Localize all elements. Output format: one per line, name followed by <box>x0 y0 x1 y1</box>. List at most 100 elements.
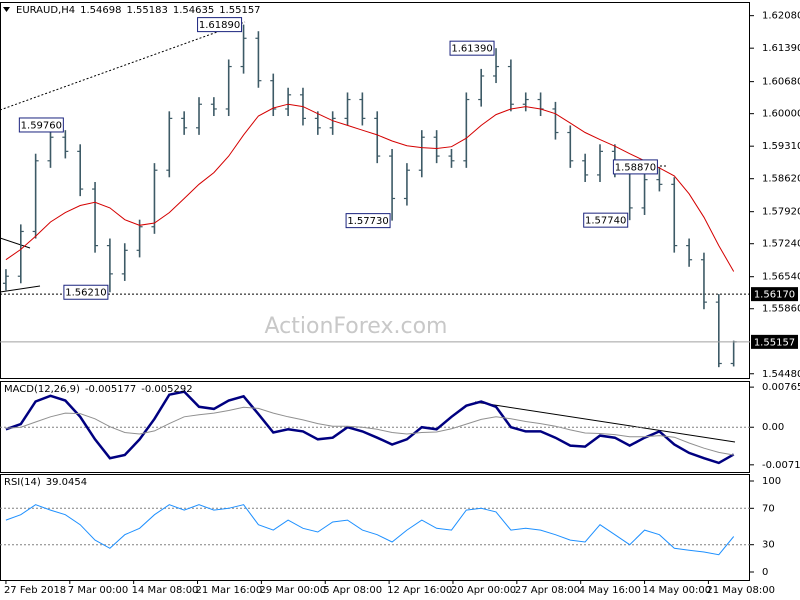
panel-header: RSI(14) 39.0454 <box>4 477 87 488</box>
price-annotation-box <box>449 40 495 56</box>
y-tick-label: 0 <box>762 567 768 578</box>
ohlc-bar <box>448 149 455 168</box>
indicator-name: RSI(14) <box>4 477 41 488</box>
y-tick-label: 1.57240 <box>762 239 800 250</box>
price-annotation-box <box>583 212 629 228</box>
ohlc-bar <box>17 224 24 284</box>
ohlc-bar <box>196 97 203 135</box>
price-annotation: 1.61890 <box>199 20 240 31</box>
x-tick-label: 21 Mar 16:00 <box>196 585 263 596</box>
ohlc-bar <box>270 73 277 117</box>
price-annotation: 1.57740 <box>585 216 626 227</box>
y-tick-label: 1.57920 <box>762 207 800 218</box>
trend-line <box>0 285 41 293</box>
ohlc-bar <box>641 172 648 215</box>
chart-header: EURAUD,H4 1.54698 1.55183 1.54635 1.55157 <box>16 5 261 16</box>
ohlc-bar <box>255 31 262 88</box>
x-tick-label: 7 Mar 00:00 <box>68 585 128 596</box>
indicator-value: -0.005292 <box>141 384 192 395</box>
price-annotation: 1.59760 <box>21 120 62 131</box>
panel-frame <box>0 2 750 379</box>
indicator-value: 39.0454 <box>46 477 87 488</box>
header-close: 1.55157 <box>219 5 260 16</box>
last-price-box <box>751 334 798 349</box>
ohlc-bar <box>715 294 722 368</box>
level-label: 1.56170 <box>754 290 795 301</box>
x-tick-label: 5 Apr 08:00 <box>323 585 382 596</box>
x-tick-label: 20 Apr 00:00 <box>451 585 516 596</box>
x-tick-label: 12 Apr 16:00 <box>387 585 452 596</box>
price-annotation: 1.58870 <box>615 162 656 173</box>
y-tick-label: 1.58620 <box>762 174 800 185</box>
last-price-label: 1.55157 <box>754 337 795 348</box>
ohlc-bar <box>567 125 574 168</box>
symbol: EURAUD,H4 <box>16 5 75 16</box>
indicator-line <box>5 504 735 556</box>
watermark: ActionForex.com <box>265 314 448 339</box>
ohlc-bar <box>582 153 589 182</box>
y-tick-label: 1.62080 <box>762 11 800 22</box>
y-tick-label: 1.61390 <box>762 43 800 54</box>
ohlc-bar <box>106 238 113 293</box>
x-tick-label: 27 Apr 08:00 <box>515 585 580 596</box>
x-tick-label: 29 Mar 00:00 <box>259 585 326 596</box>
y-tick-label: 1.56540 <box>762 272 800 283</box>
y-tick-label: 0.00765 <box>762 382 800 393</box>
ohlc-bar <box>225 59 232 117</box>
indicator-line <box>5 406 734 456</box>
ohlc-bar <box>686 238 693 267</box>
header-low: 1.54635 <box>173 5 214 16</box>
ohlc-bar <box>62 130 69 159</box>
ohlc-bar <box>507 59 514 112</box>
menu-arrow <box>3 7 10 12</box>
y-tick-label: 0.00 <box>762 422 784 433</box>
y-tick-label: 1.60000 <box>762 109 800 120</box>
y-tick-label: 1.59310 <box>762 141 800 152</box>
y-tick-label: 100 <box>762 476 781 487</box>
price-annotation: 1.57730 <box>347 216 388 227</box>
ohlc-bar <box>166 111 173 178</box>
ohlc-bar <box>92 181 99 253</box>
price-annotation-box <box>63 284 109 300</box>
trend-line <box>0 237 31 249</box>
indicator-name: MACD(12,26,9) <box>4 384 80 395</box>
y-tick-label: 1.55860 <box>762 304 800 315</box>
ohlc-bar <box>314 111 321 135</box>
ohlc-bar <box>329 111 336 135</box>
price-annotation-box <box>197 17 243 33</box>
ohlc-bar <box>344 92 351 126</box>
moving-average <box>5 103 735 272</box>
y-tick-label: 70 <box>762 503 775 514</box>
ohlc-bar <box>151 163 158 234</box>
ohlc-bar <box>552 101 559 140</box>
x-tick-label: 21 May 08:00 <box>706 585 775 596</box>
ohlc-bar <box>656 166 663 192</box>
ohlc-bar <box>2 269 9 291</box>
ohlc-bar <box>374 111 381 164</box>
y-tick-label: 1.60680 <box>762 77 800 88</box>
price-annotation-box <box>345 213 391 229</box>
header-open: 1.54698 <box>80 5 121 16</box>
x-tick-label: 4 May 16:00 <box>579 585 641 596</box>
trend-line <box>474 401 736 443</box>
ohlc-bar <box>285 87 292 117</box>
ohlc-bar <box>181 111 188 135</box>
ohlc-bar <box>493 48 500 84</box>
ohlc-bar <box>433 130 440 164</box>
trend-line <box>0 21 246 111</box>
price-annotation-box <box>612 159 658 175</box>
ohlc-bar <box>77 144 84 197</box>
ohlc-bar <box>359 92 366 126</box>
ohlc-bar <box>671 177 678 253</box>
panel-header: MACD(12,26,9) -0.005177 -0.005292 <box>4 384 193 395</box>
ohlc-bar <box>418 130 425 178</box>
ohlc-bar <box>121 243 128 281</box>
level-box <box>751 287 798 302</box>
y-tick-label: 30 <box>762 540 775 551</box>
y-tick-label: 1.54480 <box>762 369 800 380</box>
ohlc-bar <box>136 219 143 258</box>
ohlc-bar <box>403 163 410 206</box>
